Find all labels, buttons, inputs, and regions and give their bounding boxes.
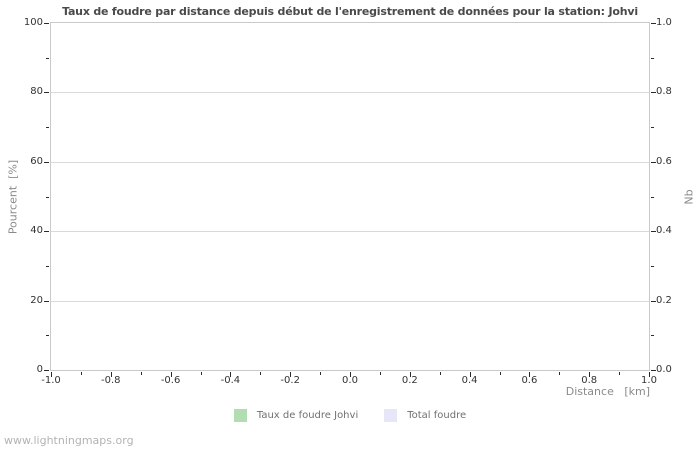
y-right-tick-label: 0.6	[656, 155, 672, 167]
legend-swatch-taux-de-foudre	[233, 409, 247, 422]
legend-item-taux-de-foudre: Taux de foudre Johvi	[233, 409, 359, 422]
gridline	[51, 161, 649, 163]
y-right-minor-tick	[651, 127, 654, 129]
x-minor-tick	[379, 372, 381, 375]
y-left-tick-label: 60	[30, 155, 43, 167]
y-left-tick	[44, 92, 49, 94]
legend-item-total-foudre: Total foudre	[384, 409, 466, 422]
legend-swatch-total-foudre	[384, 409, 398, 422]
y-right-tick-label: 1.0	[656, 17, 672, 28]
y-left-tick-label: 20	[30, 294, 43, 306]
y-right-tick	[651, 161, 656, 163]
legend: Taux de foudre Johvi Total foudre	[0, 409, 700, 422]
x-tick-label: -0.4	[220, 375, 241, 386]
x-tick-label: -0.6	[160, 375, 181, 386]
x-minor-tick	[619, 372, 621, 375]
legend-label-total-foudre: Total foudre	[407, 410, 467, 421]
legend-label-taux-de-foudre: Taux de foudre Johvi	[256, 410, 359, 421]
y-left-minor-tick	[46, 57, 49, 59]
y-left-tick	[44, 370, 49, 371]
x-tick	[290, 372, 292, 377]
gridline	[51, 231, 649, 233]
y-right-tick	[651, 92, 656, 94]
y-right-tick-label: 0.2	[656, 294, 672, 306]
x-tick-label: 0.0	[342, 375, 358, 386]
x-tick-label: -0.2	[280, 375, 300, 386]
x-tick-label: 1.0	[641, 375, 657, 386]
y-axis-label-left: Pourcent [%]	[6, 159, 20, 235]
x-tick-label: -1.0	[41, 375, 61, 386]
x-minor-tick	[200, 372, 202, 375]
watermark-url: www.lightningmaps.org	[4, 434, 134, 447]
x-tick	[230, 372, 232, 377]
y-left-tick	[44, 161, 49, 163]
x-axis-label: Distance [km]	[565, 385, 650, 398]
x-tick	[51, 372, 52, 377]
y-left-tick	[44, 300, 49, 302]
x-tick	[350, 372, 351, 377]
y-left-minor-tick	[46, 265, 49, 267]
y-left-minor-tick	[46, 335, 49, 337]
x-tick-label: -0.8	[101, 375, 121, 386]
y-right-tick	[651, 23, 656, 24]
y-left-minor-tick	[46, 127, 49, 129]
x-tick	[110, 372, 112, 377]
y-left-tick-label: 80	[30, 86, 43, 98]
y-left-minor-tick	[46, 196, 49, 198]
x-minor-tick	[320, 372, 322, 375]
x-minor-tick	[260, 372, 262, 375]
x-minor-tick	[439, 372, 441, 375]
x-tick-label: 0.6	[521, 375, 538, 386]
gridline	[51, 300, 649, 302]
x-minor-tick	[559, 372, 561, 375]
x-tick-label: 0.4	[461, 375, 478, 386]
x-minor-tick	[140, 372, 142, 375]
y-right-tick	[651, 370, 656, 371]
plot-area: 0 20 40 60 80 100 0.0 0.2 0.4 0.6 0.8 1.0 -1.0 -0.8 -0…	[24, 17, 672, 386]
y-left-tick	[44, 23, 49, 24]
y-right-minor-tick	[651, 196, 654, 198]
y-right-minor-tick	[651, 57, 654, 59]
y-right-tick-label: 0.4	[656, 225, 672, 237]
gridline	[51, 92, 649, 94]
y-right-tick	[651, 231, 656, 233]
x-tick-label: 0.2	[401, 375, 418, 386]
y-left-tick-label: 100	[23, 17, 43, 28]
x-tick	[589, 372, 591, 377]
x-minor-tick	[80, 372, 82, 375]
y-left-tick	[44, 231, 49, 233]
y-right-tick-label: 0.8	[656, 86, 672, 98]
y-left-tick-label: 40	[30, 225, 43, 237]
chart-title: Taux de foudre par distance depuis début…	[62, 5, 638, 18]
y-right-tick	[651, 300, 656, 302]
y-right-tick-label: 0.0	[656, 364, 672, 375]
x-minor-tick	[499, 372, 501, 375]
x-tick	[170, 372, 172, 377]
y-left-tick-label: 0	[36, 364, 43, 375]
y-right-minor-tick	[651, 335, 654, 337]
x-tick	[469, 372, 471, 377]
x-tick	[409, 372, 411, 377]
y-right-minor-tick	[651, 265, 654, 267]
x-tick-label: 0.8	[581, 375, 598, 386]
x-tick	[649, 372, 650, 377]
x-tick	[529, 372, 531, 377]
y-axis-label-right: Nb	[682, 189, 696, 205]
